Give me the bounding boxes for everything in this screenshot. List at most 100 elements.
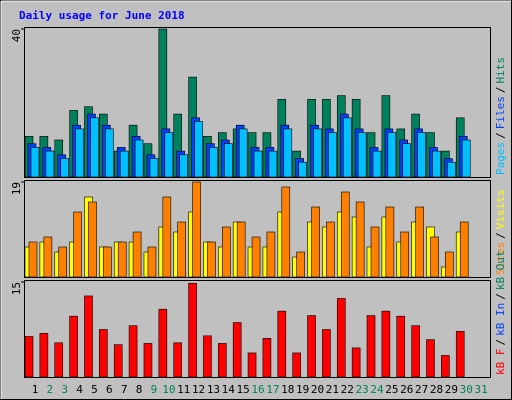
bar (236, 221, 246, 278)
bar (415, 206, 424, 278)
bar (84, 295, 93, 378)
x-tick-label: 20 (311, 383, 324, 396)
x-tick-label: 7 (121, 383, 128, 396)
bar (164, 132, 174, 178)
bar (90, 117, 99, 178)
bar (179, 154, 188, 178)
legend-separator: / (494, 232, 507, 239)
x-tick-label: 9 (151, 383, 158, 396)
bar (218, 343, 227, 378)
y-tick-label: 15 (10, 282, 23, 295)
bar (192, 181, 201, 278)
x-tick-label: 17 (266, 383, 279, 396)
x-tick-label: 25 (385, 383, 398, 396)
x-tick-label: 30 (460, 383, 473, 396)
x-tick-label: 19 (296, 383, 309, 396)
bar (188, 282, 197, 378)
bar (203, 335, 212, 378)
bar (24, 336, 34, 378)
bar (128, 325, 138, 378)
bar (147, 246, 157, 278)
bar (99, 329, 108, 378)
x-tick-label: 12 (192, 383, 205, 396)
bar (370, 226, 380, 278)
bar (268, 150, 278, 178)
bar (58, 246, 68, 278)
x-tick-label: 24 (370, 383, 384, 396)
x-tick-label: 11 (177, 383, 190, 396)
bar (224, 143, 233, 178)
bar (372, 150, 382, 178)
bar (266, 231, 276, 278)
bar (253, 150, 263, 178)
bar (75, 128, 84, 178)
legend-entry: kB F (494, 349, 507, 376)
legend-separator: / (494, 339, 507, 346)
bar (396, 315, 406, 378)
bar (39, 332, 49, 378)
legend-separator: / (494, 132, 507, 139)
plot-area (24, 280, 491, 378)
bar (459, 221, 469, 278)
legend-entry: Sites (494, 242, 507, 275)
bar (105, 128, 114, 178)
bar (119, 150, 129, 178)
bar (60, 158, 70, 178)
x-tick-label: 27 (415, 383, 428, 396)
bar (207, 241, 216, 278)
legend-entry: Pages (494, 142, 507, 175)
bar (381, 310, 391, 378)
x-tick-label: 31 (474, 383, 487, 396)
bar (158, 308, 168, 378)
x-tick-label: 2 (47, 383, 54, 396)
bar (441, 355, 450, 378)
bar (209, 147, 218, 178)
bar (342, 117, 352, 178)
legend-entry: Files (494, 96, 507, 129)
bar (461, 139, 471, 178)
legend-entry: kB Out (494, 250, 507, 290)
x-tick-label: 22 (341, 383, 354, 396)
bar (296, 251, 305, 278)
x-tick-label: 18 (281, 383, 294, 396)
x-tick-label: 15 (237, 383, 250, 396)
x-tick-label: 6 (106, 383, 113, 396)
bar (355, 201, 365, 278)
x-tick-label: 23 (356, 383, 369, 396)
bar (30, 147, 40, 178)
x-tick-label: 14 (222, 383, 236, 396)
legend-entry: Visits (494, 190, 507, 230)
bar (307, 315, 316, 378)
legend-entry: kB In (494, 303, 507, 336)
bar (88, 201, 97, 278)
bar (117, 241, 127, 278)
x-tick-label: 1 (32, 383, 39, 396)
legend-separator: / (494, 293, 507, 300)
legend: Pages / Files / Hits (494, 57, 507, 175)
bar (54, 342, 64, 378)
bar (103, 246, 112, 278)
bar (402, 143, 412, 178)
bar (357, 132, 367, 178)
bar (328, 132, 337, 178)
bar (313, 128, 322, 178)
bar (262, 338, 272, 378)
x-tick-label: 10 (162, 383, 175, 396)
bar (277, 310, 287, 378)
bar (134, 139, 144, 178)
bar (238, 128, 248, 178)
bar (322, 329, 331, 378)
legend: Sites / Visits (494, 190, 507, 276)
y-tick-label: 40 (10, 29, 23, 42)
bar (281, 186, 291, 278)
bar (430, 236, 439, 278)
bar (411, 325, 420, 378)
y-tick-label: 19 (10, 182, 23, 195)
bar (447, 161, 456, 178)
bar (232, 322, 242, 378)
bar (162, 196, 172, 278)
bar (336, 298, 346, 378)
bar (400, 231, 410, 278)
x-tick-label: 16 (251, 383, 264, 396)
